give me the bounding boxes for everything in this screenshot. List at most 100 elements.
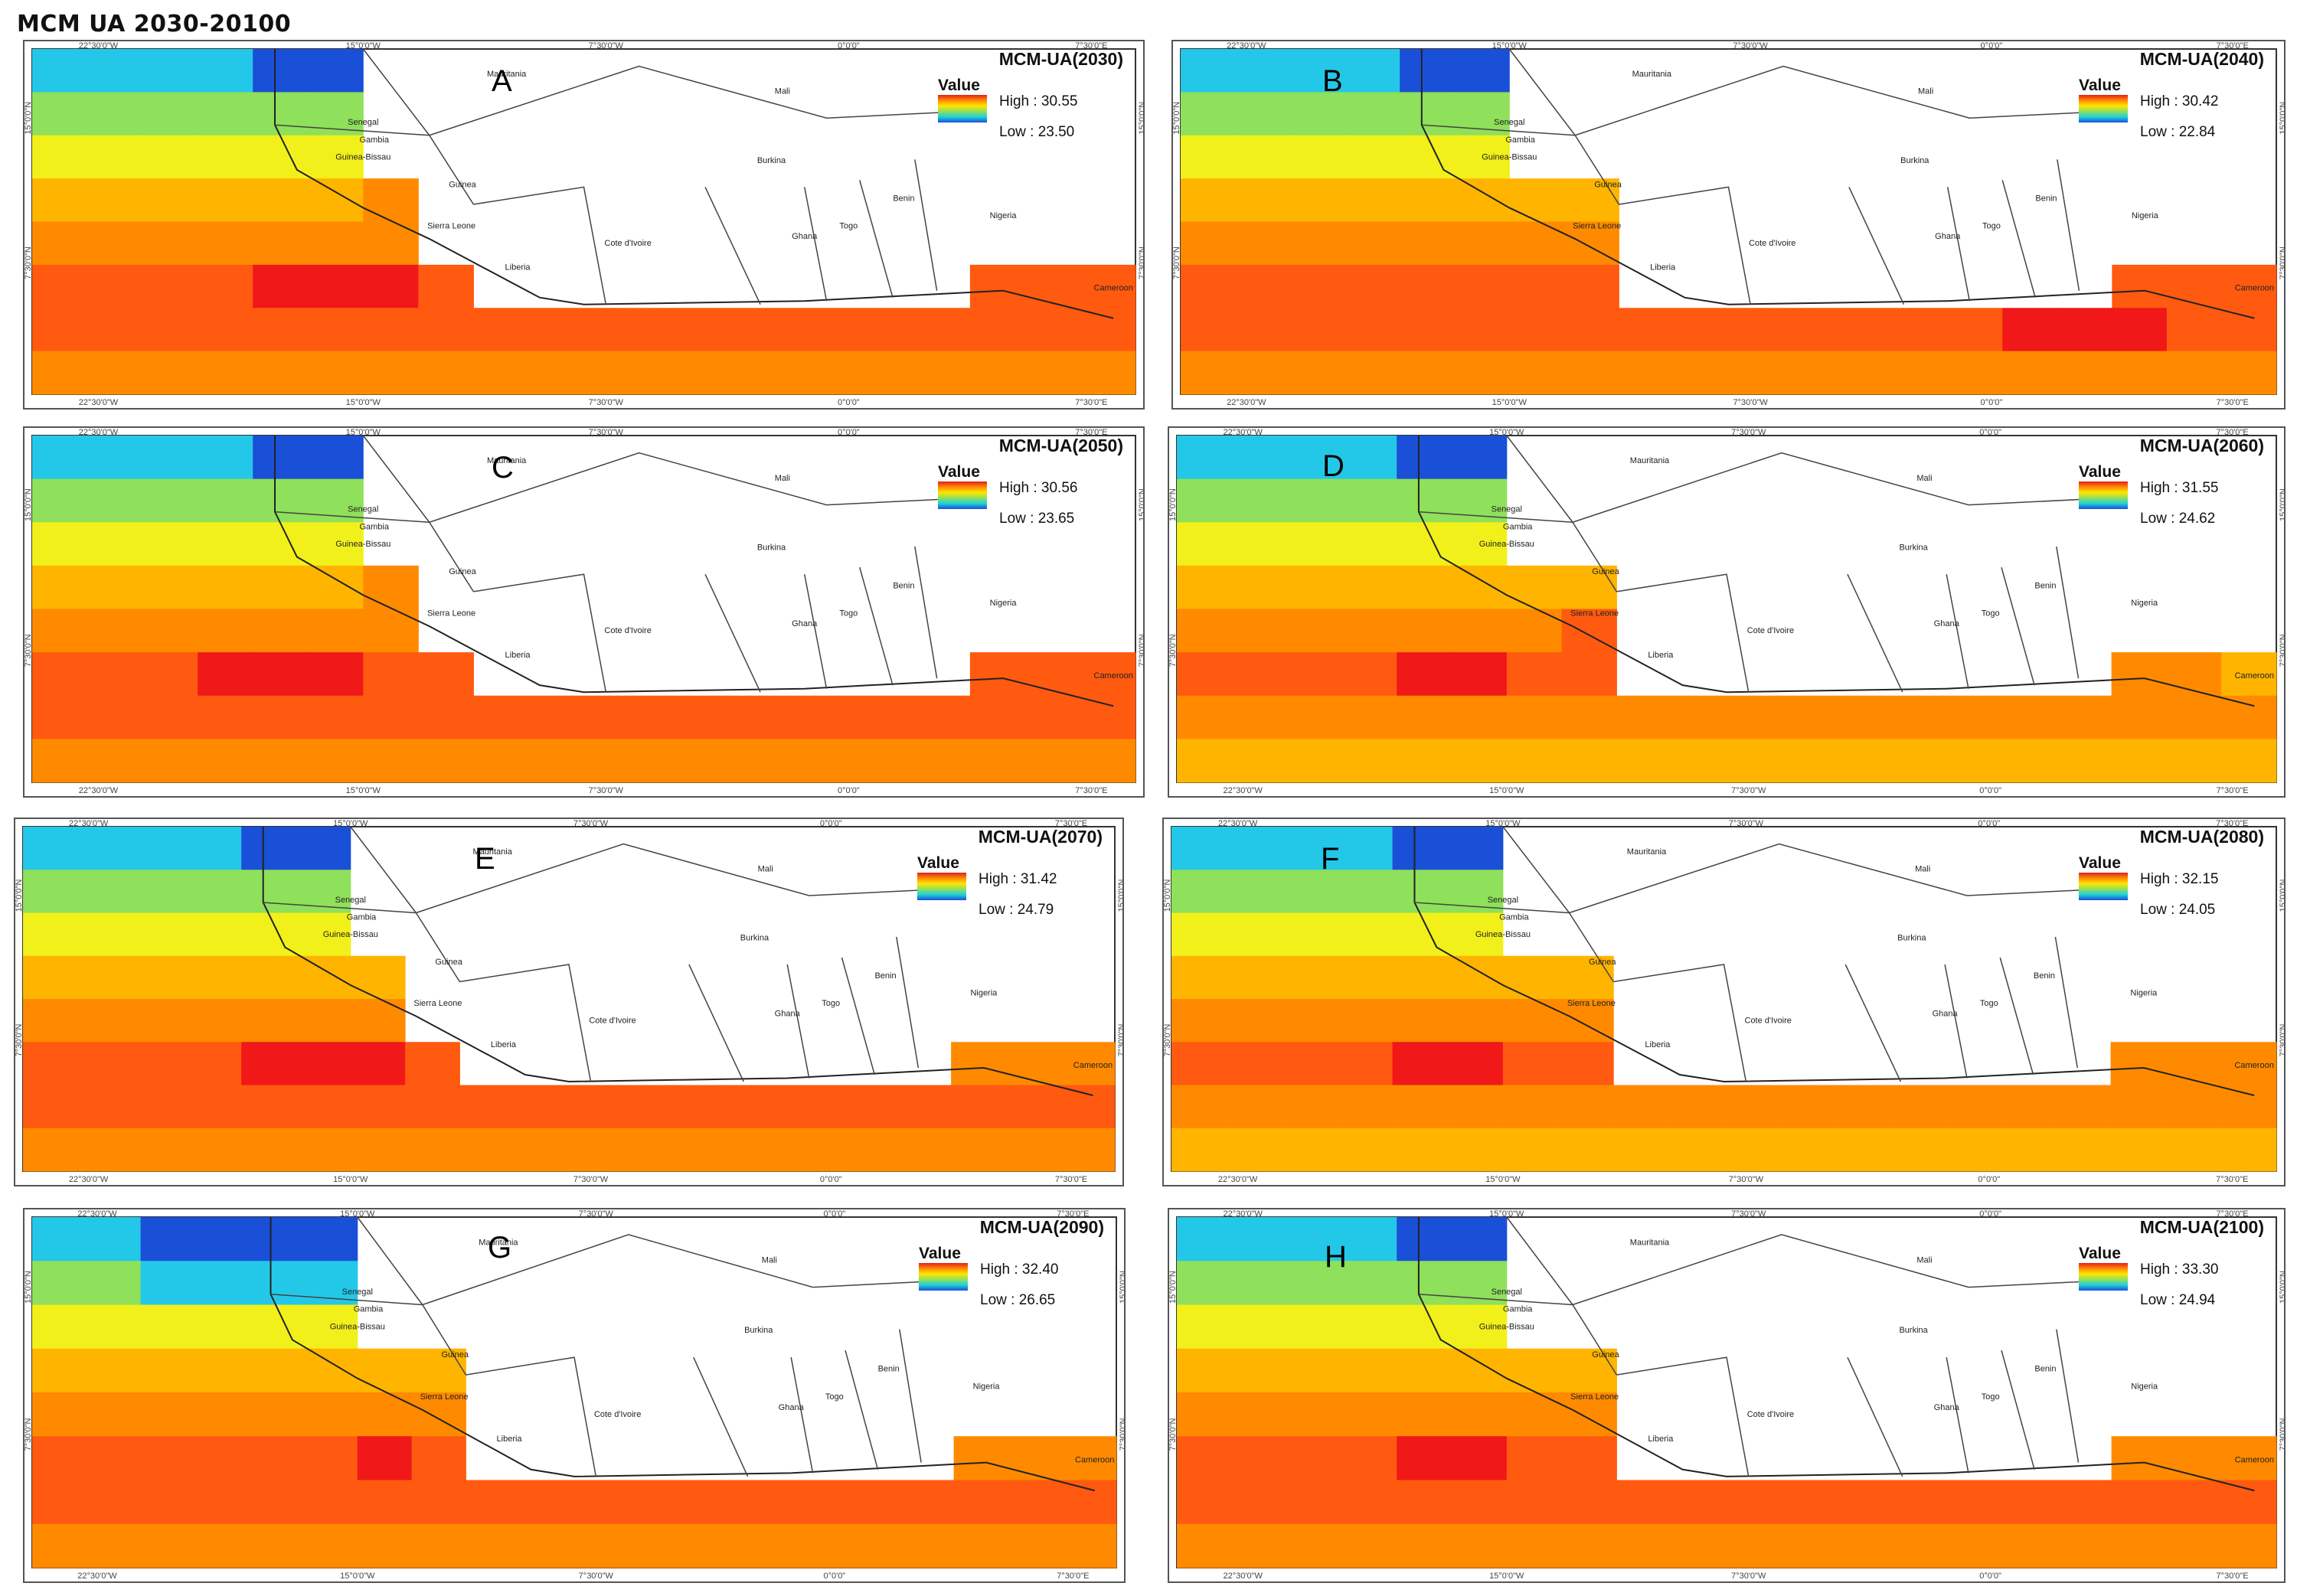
heat-cell <box>2165 1128 2222 1172</box>
heat-cell <box>1181 135 1237 179</box>
country-border <box>1569 843 2111 914</box>
heat-cell <box>140 1304 195 1350</box>
country-label: Liberia <box>497 1434 523 1444</box>
heat-cell <box>1231 1348 1288 1393</box>
panel-letter: H <box>1325 1240 1347 1274</box>
heat-cell <box>628 1523 684 1568</box>
heat-cell <box>1781 1480 1838 1525</box>
heat-cell <box>308 308 364 352</box>
heat-cell <box>1080 308 1136 352</box>
country-label: Mauritania <box>1627 847 1667 857</box>
heat-cell <box>1728 351 1784 395</box>
legend-title: MCM-UA(2080) <box>2139 827 2264 847</box>
heat-cell <box>678 1085 734 1129</box>
lon-tick-label: 7°30'0"W <box>1729 1175 1764 1184</box>
heat-cell <box>308 92 364 136</box>
heat-cell <box>87 351 143 395</box>
lon-tick-label: 22°30'0"W <box>1227 398 1266 407</box>
heat-cell <box>253 49 309 93</box>
heat-cell <box>1282 955 1338 1000</box>
lon-tick-label: 7°30'0"W <box>1731 786 1766 795</box>
lon-tick-label: 0°0'0" <box>838 428 860 437</box>
heat-cell <box>1024 652 1081 697</box>
heat-cell <box>1177 652 1233 697</box>
country-label: Togo <box>1980 999 1998 1008</box>
country-border <box>2054 936 2078 1069</box>
heat-cell <box>87 565 143 609</box>
country-label: Guinea <box>435 958 462 967</box>
heat-cell <box>308 609 364 653</box>
coastline <box>1417 1217 2255 1492</box>
country-border <box>914 159 938 291</box>
heat-cell <box>1341 1480 1397 1525</box>
heat-cell <box>405 1042 460 1085</box>
heat-cell <box>1341 1436 1397 1480</box>
country-border <box>2057 159 2080 291</box>
heat-cell <box>473 739 529 783</box>
lon-tick-label: 7°30'0"W <box>589 41 624 51</box>
heat-cell <box>186 1085 242 1129</box>
country-label: Benin <box>2034 581 2056 590</box>
coastline <box>274 49 1114 319</box>
heat-cell <box>1290 264 1346 308</box>
heat-cell <box>77 955 133 1000</box>
lon-tick-label: 0°0'0" <box>1979 428 2001 437</box>
country-label: Cote d'Ivoire <box>1745 1017 1792 1026</box>
heat-cell <box>1286 1392 1342 1437</box>
heat-cell <box>1561 1480 1617 1525</box>
lon-tick-label: 7°30'0"E <box>2216 428 2248 437</box>
heat-cell <box>1452 1217 1508 1261</box>
heat-cell <box>2112 351 2168 395</box>
heat-cell <box>1282 999 1338 1043</box>
heat-cell <box>32 308 88 352</box>
heat-cell <box>198 739 253 783</box>
heat-cell <box>737 1523 792 1568</box>
country-label: Gambia <box>359 522 389 531</box>
heat-cell <box>87 652 143 697</box>
heat-cell <box>2166 1523 2222 1568</box>
heat-cell <box>350 1042 406 1085</box>
heat-cell <box>303 1436 358 1480</box>
country-label: Senegal <box>348 505 378 514</box>
country-label: Cameroon <box>1075 1456 1114 1465</box>
heat-cell <box>411 1436 466 1480</box>
country-label: Liberia <box>1648 1434 1674 1444</box>
heat-cell <box>1400 308 1456 352</box>
heat-cell <box>186 1042 242 1085</box>
country-label: Nigeria <box>2132 211 2159 220</box>
heat-cell <box>32 1436 87 1480</box>
heat-cell <box>1454 135 1510 179</box>
heat-cell <box>198 695 253 739</box>
heat-cell <box>77 1042 133 1085</box>
heat-cell <box>1397 695 1452 739</box>
lon-tick-label: 0°0'0" <box>1981 41 2003 51</box>
heat-cell <box>308 178 364 222</box>
legend-title: MCM-UA(2060) <box>2139 436 2264 455</box>
country-label: Senegal <box>342 1288 373 1297</box>
heat-cell <box>1024 351 1081 395</box>
country-label: Sierra Leone <box>1567 999 1616 1008</box>
lon-tick-label: 0°0'0" <box>1979 1572 2001 1581</box>
heat-cell <box>1024 695 1081 739</box>
heat-cell <box>1177 478 1233 523</box>
heat-cell <box>1341 565 1397 609</box>
heat-cell <box>1891 695 1947 739</box>
heat-cell <box>1561 652 1617 697</box>
heat-cell <box>32 1523 87 1568</box>
country-label: Guinea-Bissau <box>1475 930 1531 939</box>
heat-cell <box>1619 351 1675 395</box>
heat-cell <box>2001 1523 2057 1568</box>
heat-cell <box>1341 652 1397 697</box>
heat-cell <box>1563 178 1619 222</box>
country-label: Mauritania <box>473 847 513 857</box>
heat-cell <box>1024 308 1081 352</box>
heat-cell <box>2221 1523 2277 1568</box>
lon-tick-label: 15°0'0"W <box>1485 819 1521 828</box>
heat-cell <box>639 351 695 395</box>
heat-cell <box>1727 1480 1782 1525</box>
heat-cell <box>77 870 133 913</box>
heat-cell <box>1227 870 1282 913</box>
country-border <box>2001 180 2036 298</box>
lon-tick-label: 15°0'0"W <box>346 428 381 437</box>
heat-cell <box>914 351 971 395</box>
